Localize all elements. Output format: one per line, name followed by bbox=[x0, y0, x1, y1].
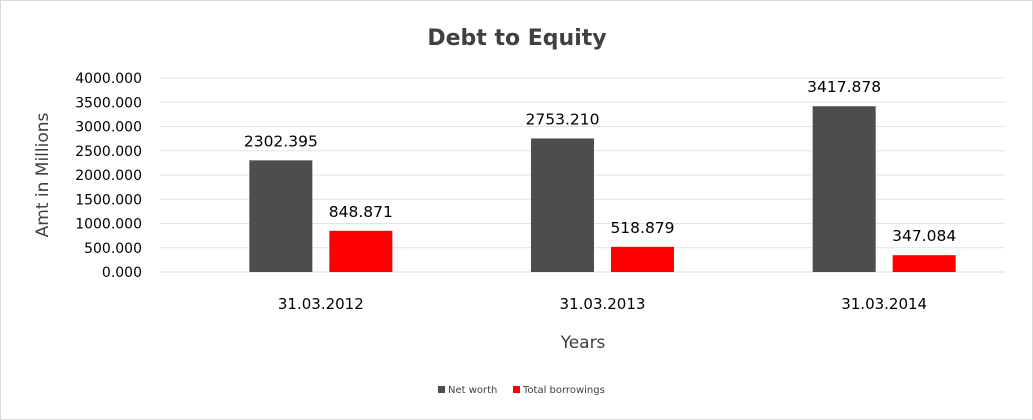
bar-total-borrowings bbox=[611, 246, 674, 272]
x-tick-label: 31.03.2014 bbox=[841, 295, 927, 313]
data-label: 848.871 bbox=[329, 203, 393, 221]
legend-label-net-worth: Net worth bbox=[448, 385, 497, 396]
y-tick-label: 4000.000 bbox=[75, 71, 142, 87]
y-tick-label: 3500.000 bbox=[75, 95, 142, 111]
chart-title: Debt to Equity bbox=[427, 26, 606, 51]
y-tick-label: 500.000 bbox=[84, 241, 142, 257]
data-label: 3417.878 bbox=[807, 78, 881, 96]
legend: Net worth Total borrowings bbox=[438, 385, 605, 396]
legend-swatch-net-worth bbox=[438, 386, 445, 393]
x-tick-label: 31.03.2013 bbox=[560, 295, 646, 313]
data-label: 2302.395 bbox=[244, 132, 318, 150]
bar-net-worth bbox=[249, 160, 313, 272]
y-axis-label: Amt in Millions bbox=[33, 112, 53, 237]
bar-net-worth bbox=[812, 106, 876, 273]
y-tick-label: 0.000 bbox=[102, 265, 142, 281]
data-labels: 2302.395 848.871 2753.210 518.879 3417.878 34… bbox=[244, 78, 956, 245]
legend-swatch-total-borrowings bbox=[513, 386, 520, 393]
data-label: 347.084 bbox=[892, 227, 956, 245]
y-tick-label: 1500.000 bbox=[75, 192, 142, 208]
y-tick-label: 2000.000 bbox=[75, 168, 142, 184]
data-label: 2753.210 bbox=[526, 110, 600, 128]
x-tick-label: 31.03.2012 bbox=[278, 295, 364, 313]
y-axis-ticks: 0.000 500.000 1000.000 1500.000 2000.000 2500… bbox=[75, 71, 142, 281]
bar-total-borrowings bbox=[892, 255, 956, 272]
y-tick-label: 3000.000 bbox=[75, 120, 142, 136]
bar-net-worth bbox=[531, 138, 594, 272]
y-tick-label: 1000.000 bbox=[75, 217, 142, 233]
bars bbox=[249, 106, 956, 273]
y-tick-label: 2500.000 bbox=[75, 144, 142, 160]
x-axis-ticks: 31.03.2012 31.03.2013 31.03.2014 bbox=[278, 295, 927, 313]
data-label: 518.879 bbox=[610, 219, 674, 237]
bar-total-borrowings bbox=[329, 230, 393, 272]
legend-label-total-borrowings: Total borrowings bbox=[522, 385, 605, 396]
x-axis-label: Years bbox=[560, 333, 606, 353]
